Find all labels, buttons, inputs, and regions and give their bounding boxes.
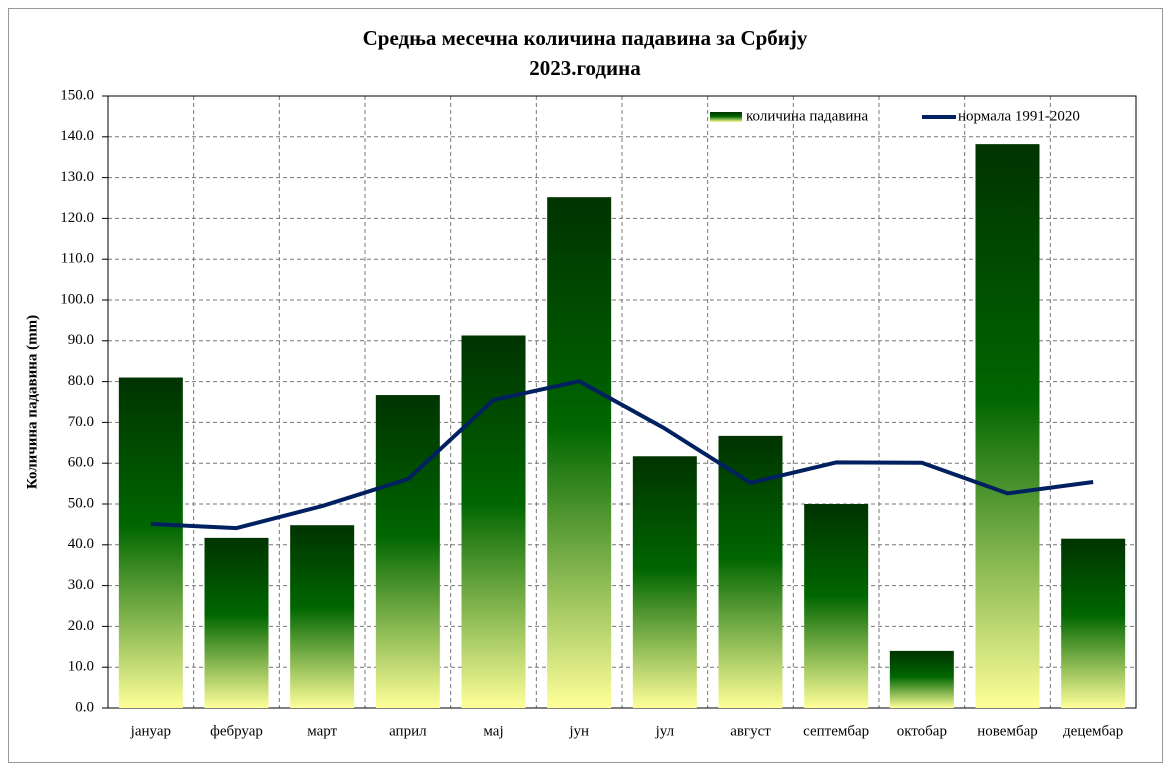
bar [118,377,183,708]
bar [975,144,1040,709]
x-tick-label: новембар [977,723,1037,739]
bar [375,395,440,708]
x-tick-label: април [389,723,427,739]
x-tick-label: фебруар [210,723,263,739]
line [150,379,1094,531]
legend-label: количина падавина [746,108,868,124]
bar [461,335,526,708]
x-tick-label: јун [568,723,589,739]
y-tick-label: 110.0 [61,251,94,267]
bar [204,537,269,708]
x-tick-label: март [307,723,337,739]
y-tick-label: 50.0 [68,495,94,511]
y-tick-label: 120.0 [60,210,94,226]
y-tick-label: 60.0 [68,455,94,471]
chart-subtitle: 2023.година [529,56,641,80]
x-tick-label: јул [655,723,675,739]
bar [632,456,697,708]
bar [889,650,954,708]
y-tick-label: 10.0 [68,659,94,675]
y-tick-label: 130.0 [60,169,94,185]
x-tick-label: октобар [897,723,947,739]
plot-border [107,95,1137,709]
bar [547,197,612,708]
y-tick-label: 0.0 [75,699,94,715]
y-tick-label: 30.0 [68,577,94,593]
y-tick-label: 100.0 [60,291,94,307]
legend-label: нормала 1991-2020 [958,108,1080,124]
bar [1061,538,1126,708]
x-tick-label: јануар [130,723,171,739]
bar [290,525,355,708]
bar [804,504,869,708]
y-tick-label: 70.0 [68,414,94,430]
y-tick-label: 140.0 [60,128,94,144]
x-tick-label: септембар [803,723,869,739]
y-tick-label: 40.0 [68,536,94,552]
chart-title: Средња месечна количина падавина за Срби… [363,26,808,50]
legend-swatch [710,112,742,122]
x-tick-label: мај [483,723,503,739]
x-tick-label: август [730,723,771,739]
y-tick-label: 80.0 [68,373,94,389]
y-tick-label: 20.0 [68,618,94,634]
x-tick-label: децембар [1063,723,1123,739]
y-axis-label: Количина падавина (mm) [24,315,40,489]
frame [8,8,1163,763]
y-tick-label: 90.0 [68,332,94,348]
y-tick-label: 150.0 [60,87,94,103]
